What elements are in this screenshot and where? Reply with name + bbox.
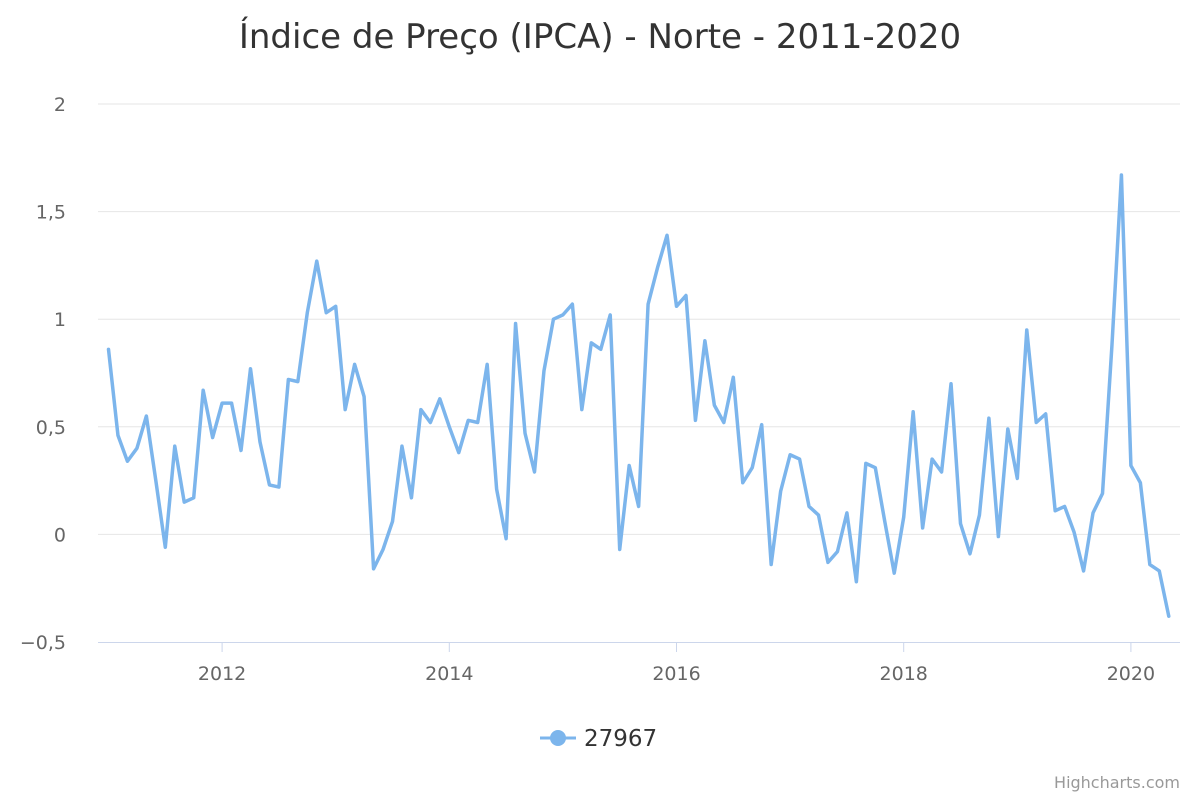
x-tick-label: 2020 (1107, 663, 1155, 685)
x-axis-ticks: 2012 2014 2016 2018 2020 (198, 642, 1155, 685)
credits-link[interactable]: Highcharts.com (1054, 773, 1180, 792)
legend-item-label[interactable]: 27967 (584, 726, 657, 752)
legend[interactable]: 27967 (540, 726, 657, 752)
x-tick-label: 2018 (880, 663, 928, 685)
series-group (106, 173, 1171, 618)
x-tick-label: 2012 (198, 663, 246, 685)
y-tick-label: 1 (54, 309, 66, 331)
y-tick-label: 0,5 (36, 417, 66, 439)
y-tick-label: 1,5 (36, 202, 66, 224)
y-tick-label: 2 (54, 94, 66, 116)
y-axis-tick-labels: 2 1,5 1 0,5 0 −0,5 (20, 94, 66, 654)
legend-marker-symbol (550, 730, 566, 746)
y-tick-label: 0 (54, 524, 66, 546)
y-tick-label: −0,5 (20, 632, 66, 654)
y-gridlines (98, 103, 1180, 535)
x-tick-label: 2016 (652, 663, 700, 685)
chart-title: Índice de Preço (IPCA) - Norte - 2011-20… (239, 16, 961, 57)
series-line[interactable] (106, 173, 1171, 618)
x-tick-label: 2014 (425, 663, 473, 685)
